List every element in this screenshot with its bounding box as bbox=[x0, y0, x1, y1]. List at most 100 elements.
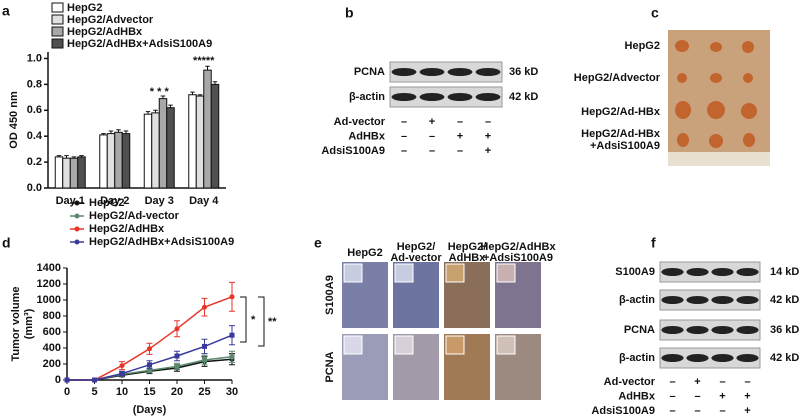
band-size: 42 kD bbox=[770, 294, 799, 306]
blot-band bbox=[686, 326, 709, 334]
y-tick-label: 0.6 bbox=[27, 104, 42, 116]
error-bar bbox=[108, 130, 114, 134]
legend-label: HepG2/AdHBx bbox=[67, 26, 143, 38]
x-axis-label: (Days) bbox=[133, 404, 167, 416]
y-tick-label: 400 bbox=[43, 342, 61, 354]
column-label: HepG2/ bbox=[448, 241, 487, 253]
blot-band bbox=[711, 296, 734, 304]
point bbox=[229, 294, 235, 300]
band-label: β-actin bbox=[349, 91, 385, 103]
condition-sign: + bbox=[744, 405, 750, 417]
legend-marker bbox=[74, 200, 80, 206]
condition-sign: – bbox=[669, 376, 675, 388]
legend-swatch bbox=[51, 2, 64, 13]
band-size: 36 kD bbox=[509, 66, 538, 78]
legend-label: HepG2/Ad-vector bbox=[89, 210, 180, 222]
legend-swatch bbox=[51, 38, 64, 49]
y-axis-label: OD 450 nm bbox=[8, 91, 20, 149]
blot-band bbox=[419, 93, 445, 101]
condition-sign: – bbox=[694, 390, 700, 402]
point bbox=[64, 377, 70, 383]
legend-label: HepG2/AdHBx+AdsiS100A9 bbox=[89, 236, 234, 248]
condition-label: Ad-vector bbox=[604, 376, 656, 388]
blot-strip bbox=[659, 261, 761, 283]
annotation: ***** bbox=[193, 55, 215, 67]
band-label: S100A9 bbox=[615, 266, 655, 278]
photo-label: HepG2/Ad-HBx bbox=[581, 106, 661, 118]
legend-label: HepG2 bbox=[67, 2, 102, 14]
condition-sign: – bbox=[429, 130, 435, 142]
point bbox=[174, 363, 180, 369]
bar bbox=[203, 69, 212, 189]
condition-sign: – bbox=[719, 376, 725, 388]
condition-sign: – bbox=[669, 390, 675, 402]
y-tick-label: 600 bbox=[43, 326, 61, 338]
condition-sign: – bbox=[457, 145, 463, 157]
point bbox=[119, 363, 125, 369]
condition-sign: – bbox=[429, 145, 435, 157]
point bbox=[174, 326, 180, 332]
column-label: HepG2/ bbox=[397, 241, 436, 253]
x-tick-label: 30 bbox=[226, 386, 238, 398]
blot-strip bbox=[659, 319, 761, 341]
column-label: AdHBx bbox=[449, 252, 487, 264]
significance-bracket bbox=[240, 296, 265, 347]
x-tick-label: Day 2 bbox=[100, 195, 129, 207]
point bbox=[147, 362, 152, 368]
x-tick-label: 20 bbox=[171, 386, 183, 398]
y-tick-label: 0.2 bbox=[27, 156, 42, 168]
annotation: * * * bbox=[150, 86, 170, 98]
legend-marker bbox=[74, 226, 80, 232]
y-tick-label: 0 bbox=[55, 374, 61, 386]
bar bbox=[62, 157, 71, 189]
panel-label: b bbox=[345, 5, 354, 21]
condition-sign: – bbox=[401, 130, 407, 142]
blot-band bbox=[447, 93, 473, 101]
point bbox=[147, 346, 152, 352]
band-label: PCNA bbox=[624, 324, 655, 336]
point bbox=[229, 354, 235, 360]
error-bar bbox=[205, 65, 210, 71]
error-bar bbox=[212, 81, 218, 85]
bar bbox=[77, 156, 86, 189]
y-tick-label: 800 bbox=[43, 310, 61, 322]
condition-sign: + bbox=[485, 130, 491, 142]
condition-sign: – bbox=[401, 116, 407, 128]
blot-band bbox=[736, 268, 759, 276]
blot-band bbox=[661, 354, 684, 362]
bar bbox=[121, 133, 131, 189]
y-axis-label: (mm³) bbox=[23, 308, 35, 339]
band-label: PCNA bbox=[354, 66, 385, 78]
y-tick-label: 1.0 bbox=[27, 52, 42, 64]
bar bbox=[99, 134, 108, 189]
legend-label: HepG2/AdHBx bbox=[89, 223, 165, 235]
x-tick-label: 0 bbox=[64, 386, 70, 398]
condition-label: Ad-vector bbox=[334, 116, 386, 128]
legend-swatch bbox=[51, 14, 64, 25]
error-bar bbox=[153, 109, 158, 113]
panel-label: d bbox=[2, 235, 11, 251]
legend-label: HepG2/AdHBx+AdsiS100A9 bbox=[67, 38, 212, 50]
error-bar bbox=[160, 95, 166, 99]
bar bbox=[143, 113, 153, 189]
condition-sign: – bbox=[457, 116, 463, 128]
x-tick-label: 25 bbox=[198, 386, 210, 398]
x-tick-label: 10 bbox=[116, 386, 128, 398]
condition-sign: + bbox=[457, 130, 463, 142]
legend-label: HepG2/Advector bbox=[67, 14, 154, 26]
error-bar bbox=[71, 156, 77, 159]
blot-band bbox=[447, 68, 473, 76]
photo-label: +AdsiS100A9 bbox=[590, 140, 660, 152]
condition-sign: – bbox=[719, 405, 725, 417]
point bbox=[147, 367, 152, 373]
bar bbox=[114, 131, 123, 189]
error-bar bbox=[168, 104, 173, 108]
band-label: β-actin bbox=[619, 294, 655, 306]
panel-label: a bbox=[2, 3, 10, 19]
error-bar bbox=[116, 129, 121, 133]
bar bbox=[195, 95, 205, 189]
blot-band bbox=[711, 354, 734, 362]
blot-band bbox=[391, 68, 417, 76]
x-tick-label: 5 bbox=[91, 386, 97, 398]
legend-swatch bbox=[51, 26, 64, 37]
